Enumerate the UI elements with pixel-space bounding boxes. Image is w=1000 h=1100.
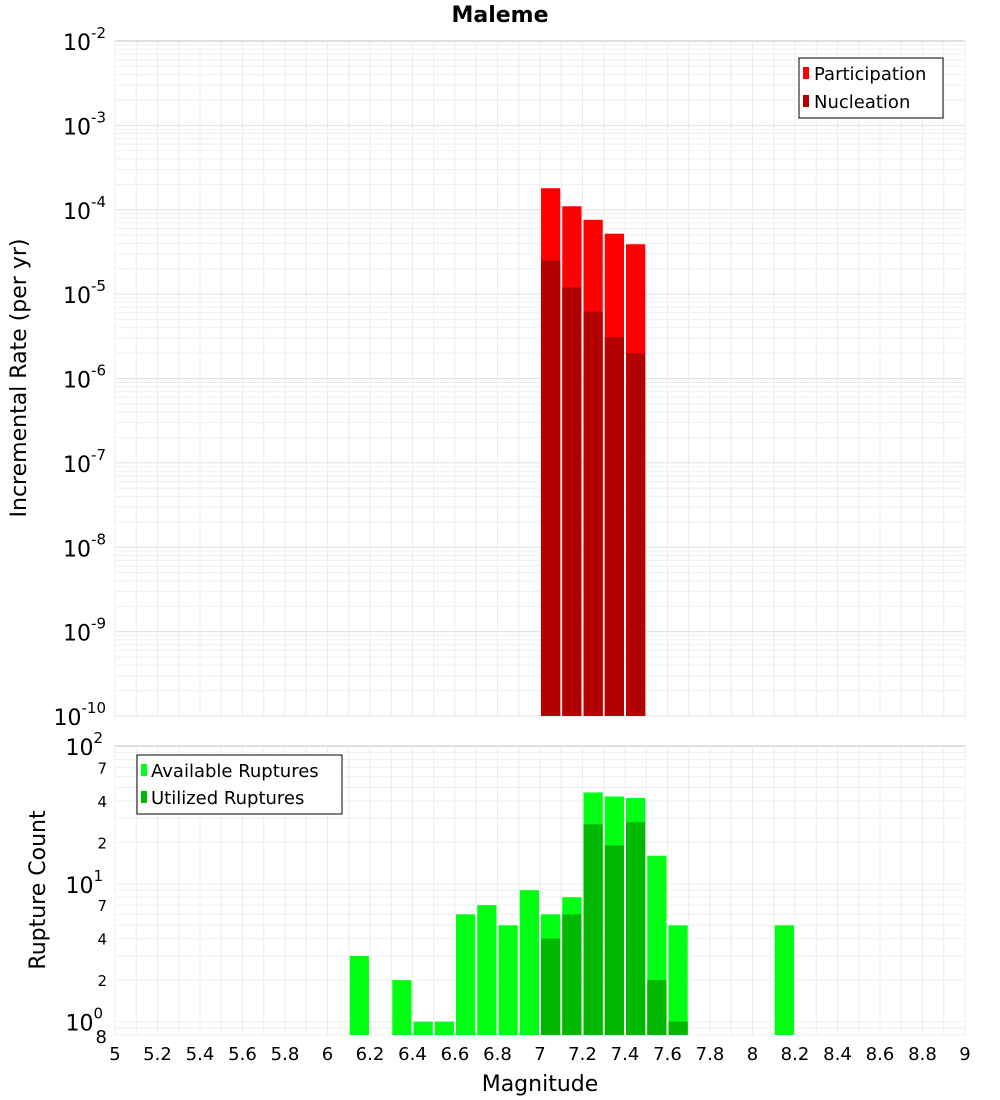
rate-bars	[541, 188, 646, 717]
utilized-bar	[604, 845, 624, 1035]
available-bar	[434, 1021, 454, 1035]
available-bar	[456, 914, 476, 1035]
x-tick-label: 7.2	[568, 1044, 597, 1065]
nucleation-bar	[583, 311, 603, 716]
count-y-minor-label: 4	[97, 931, 107, 949]
utilized-bar	[626, 822, 646, 1035]
available-bar	[774, 925, 794, 1035]
x-tick-label: 8.8	[908, 1044, 937, 1065]
utilized-bar	[647, 980, 667, 1035]
count-x-ticks: 5 5.2 5.4 5.6 5.8 6 6.2 6.4 6.6 6.8 7 7.2 7.4 7.6 7.8 8…	[109, 1044, 970, 1065]
x-axis-label: Magnitude	[482, 1072, 599, 1097]
x-tick-label: 6.4	[398, 1044, 427, 1065]
legend-swatch-utilized	[141, 791, 147, 803]
nucleation-bar	[562, 287, 582, 716]
available-bar	[477, 905, 497, 1035]
count-y-minor-label: 7	[97, 759, 107, 777]
rate-legend: Participation Nucleation	[798, 57, 944, 119]
x-tick-label: 9	[959, 1044, 970, 1065]
count-y-tick-label: 101	[65, 867, 103, 899]
count-y-minor-label: 4	[97, 793, 107, 811]
count-y-axis-label: Rupture Count	[26, 810, 51, 970]
count-y-tick-label: 100	[65, 1005, 103, 1037]
rate-y-tick-label: 10-10	[54, 699, 107, 731]
available-bar	[668, 925, 688, 1035]
legend-label-participation: Participation	[814, 64, 926, 85]
x-tick-label: 7.8	[696, 1044, 725, 1065]
count-legend: Available Ruptures Utilized Ruptures	[136, 754, 343, 815]
utilized-bar	[668, 1021, 688, 1035]
count-y-tick-label: 102	[65, 729, 103, 761]
rate-y-tick-label: 10-7	[63, 446, 106, 478]
x-tick-label: 8	[747, 1044, 758, 1065]
x-tick-label: 5.4	[186, 1044, 215, 1065]
count-bars	[349, 792, 794, 1035]
x-tick-label: 6.2	[356, 1044, 385, 1065]
utilized-bar	[541, 938, 561, 1035]
legend-swatch-nucleation	[803, 95, 809, 107]
count-y-minor-label: 8	[96, 1027, 107, 1048]
rate-gridlines	[114, 41, 966, 717]
available-bar	[349, 955, 369, 1035]
x-tick-label: 7.6	[653, 1044, 682, 1065]
chart-title: Maleme	[451, 3, 548, 28]
nucleation-bar	[604, 337, 624, 716]
x-tick-label: 6.6	[441, 1044, 470, 1065]
x-tick-label: 6	[322, 1044, 333, 1065]
rate-y-tick-label: 10-4	[63, 193, 106, 225]
x-tick-label: 5	[109, 1044, 120, 1065]
rate-y-tick-label: 10-8	[63, 530, 106, 562]
available-bar	[413, 1021, 433, 1035]
rate-y-axis-label: Incremental Rate (per yr)	[7, 239, 32, 518]
x-tick-label: 8.2	[781, 1044, 810, 1065]
legend-label-utilized: Utilized Ruptures	[151, 788, 304, 809]
x-tick-label: 8.6	[866, 1044, 895, 1065]
legend-label-available: Available Ruptures	[151, 761, 319, 782]
x-tick-label: 5.2	[143, 1044, 172, 1065]
rate-plot: 10-2 10-3 10-4 10-5 10-6 10-7 10-8 10-9 10-10 In…	[7, 24, 966, 731]
available-bar	[519, 890, 539, 1035]
rate-legend-box	[798, 57, 944, 119]
available-bar	[392, 980, 412, 1035]
count-y-minor-label: 2	[97, 834, 107, 852]
x-tick-label: 7	[534, 1044, 545, 1065]
rate-y-tick-label: 10-9	[63, 615, 106, 647]
legend-label-nucleation: Nucleation	[814, 92, 910, 113]
count-y-minor-label: 7	[97, 897, 107, 915]
legend-swatch-participation	[803, 67, 809, 79]
x-tick-label: 8.4	[823, 1044, 852, 1065]
x-tick-label: 7.4	[611, 1044, 640, 1065]
rate-y-tick-label: 10-5	[63, 277, 106, 309]
count-y-ticks: 102 101 100 7 4 2 7 4 2 8	[65, 729, 107, 1048]
utilized-bar	[562, 914, 582, 1035]
legend-swatch-available	[141, 764, 147, 776]
count-legend-box	[136, 754, 343, 815]
count-y-minor-label: 2	[97, 972, 107, 990]
nucleation-bar	[626, 353, 646, 716]
rate-y-ticks: 10-2 10-3 10-4 10-5 10-6 10-7 10-8 10-9 10-10	[54, 24, 107, 731]
utilized-bar	[583, 824, 603, 1035]
x-tick-label: 5.6	[228, 1044, 257, 1065]
rate-y-tick-label: 10-3	[63, 108, 106, 140]
nucleation-bar	[541, 260, 561, 716]
x-tick-label: 5.8	[271, 1044, 300, 1065]
rate-y-tick-label: 10-2	[63, 24, 106, 56]
rate-y-tick-label: 10-6	[63, 362, 106, 394]
x-tick-label: 6.8	[483, 1044, 512, 1065]
count-plot: 102 101 100 7 4 2 7 4 2 8 5 5.2 5.4 5.6 5.8 6 6.2 6.4 6.6…	[26, 729, 971, 1097]
available-bar	[498, 925, 518, 1035]
